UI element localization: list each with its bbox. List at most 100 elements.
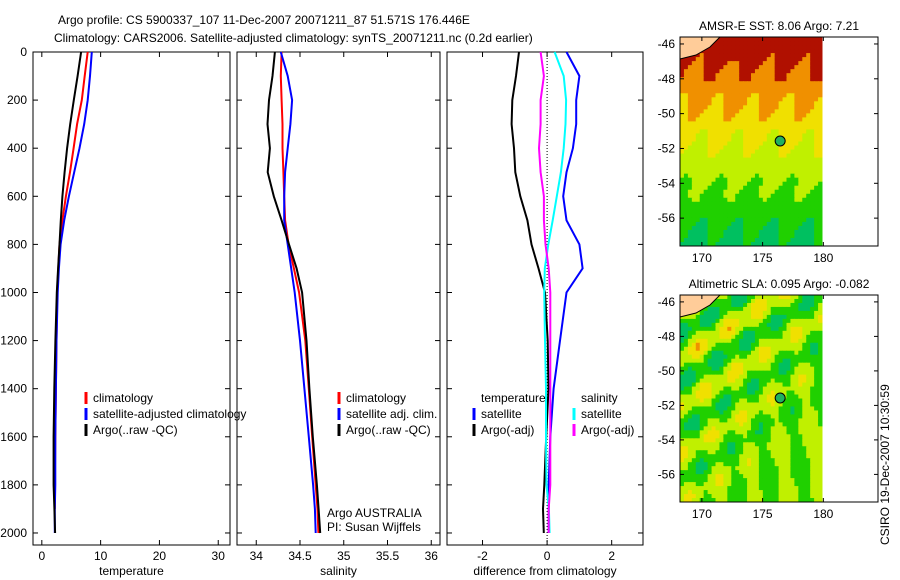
map-cell [723,105,728,110]
map-cell [695,402,701,407]
map-cell [806,346,811,352]
map-cell [699,450,705,455]
map-cell [680,334,685,340]
map-cell [687,382,693,388]
map-cell [747,117,752,122]
x-tick-label: 34 [250,549,264,563]
map-cell [680,490,685,495]
map-cell [735,113,740,118]
map-cell [683,237,689,243]
map-cell [703,474,709,479]
map-cell [790,185,795,191]
map-cell [680,129,685,134]
map-cell [723,358,728,364]
map-cell [774,213,780,219]
map-cell [699,197,705,203]
map-cell [687,490,693,495]
map-cell [806,482,811,487]
map-cell [762,298,768,304]
map-cell [743,374,748,380]
map-cell [774,342,780,348]
map-cell [782,241,787,247]
map-cell [751,314,756,320]
map-cell [758,486,764,491]
map-cell [731,386,736,392]
map-cell [782,402,787,407]
map-cell [699,414,705,419]
map-cell [711,149,716,155]
map-cell [719,161,724,167]
map-cell [695,73,701,78]
map-cell [731,466,736,471]
map-cell [739,169,744,175]
map-cell [802,438,807,443]
map-cell [814,237,819,243]
map-cell [754,426,760,431]
map-cell [707,205,713,211]
map-cell [723,430,728,435]
map-cell [727,478,732,483]
map-cell [782,498,787,503]
map-cell [715,229,720,235]
map-cell [747,69,752,74]
map-cell [719,169,724,175]
map-cell [810,494,815,499]
map-cell [766,45,772,50]
map-cell [758,141,764,147]
map-cell [735,334,740,340]
map-cell [703,205,709,211]
map-cell [723,181,728,187]
map-cell [731,330,736,336]
map-cell [699,482,705,487]
map-cell [687,454,693,459]
map-cell [691,137,697,142]
map-cell [747,342,752,348]
map-cell [751,129,756,134]
map-cell [723,237,728,243]
map-cell [814,426,819,431]
map-cell [715,462,720,467]
map-cell [762,201,768,207]
map-cell [762,342,768,348]
map-cell [680,229,685,235]
map-cell [691,133,697,138]
map-cell [766,101,772,106]
map-cell [762,334,768,340]
map-cell [814,85,819,90]
map-cell [715,233,720,239]
map-cell [747,370,752,376]
map-cell [707,113,713,118]
map-cell [754,494,760,499]
map-cell [695,69,701,74]
map-cell [774,105,780,110]
map-cell [794,474,799,479]
map-cell [695,498,701,503]
map-cell [762,121,768,126]
map-cell [810,201,815,207]
map-cell [727,374,732,380]
map-cell [703,201,709,207]
map-cell [735,133,740,138]
map-cell [747,295,752,300]
map-cell [687,378,693,384]
map-cell [735,89,740,94]
map-cell [747,213,752,219]
map-cell [802,334,807,340]
map-cell [782,322,787,328]
map-cell [687,61,693,66]
map-cell [743,105,748,110]
map-cell [723,498,728,503]
map-cell [723,322,728,328]
map-cell [711,221,716,227]
map-cell [794,295,799,300]
map-cell [754,482,760,487]
map-cell [802,137,807,142]
map-cell [743,330,748,336]
map-cell [814,97,819,102]
map-cell [782,45,787,50]
map-cell [703,386,709,392]
map-cell [687,486,693,491]
map-cell [707,185,713,191]
map-cell [790,366,795,372]
map-cell [786,157,791,163]
